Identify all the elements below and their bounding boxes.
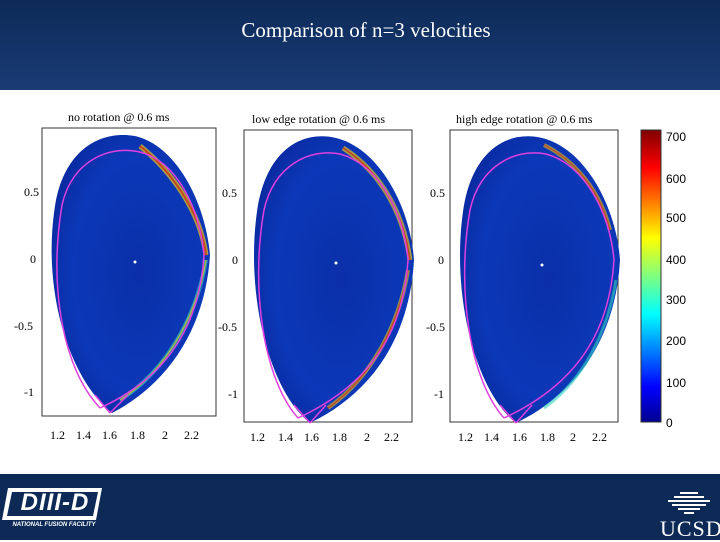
x-tick-label: 1.4 [76, 428, 91, 442]
logo-text: DIII-D [20, 489, 90, 516]
logo-text: UCSD [660, 516, 720, 541]
logo-subtext: NATIONAL FUSION FACILITY [12, 522, 96, 528]
y-tick-label: -0.5 [426, 320, 445, 334]
y-tick-label: -1 [228, 387, 238, 401]
colorbar-tick-label: 200 [666, 334, 687, 348]
x-tick-label: 2.2 [592, 430, 607, 444]
colorbar-tick-label: 500 [666, 211, 687, 225]
x-tick-label: 2.2 [184, 428, 199, 442]
slide-title: Comparison of n=3 velocities [241, 18, 491, 42]
colorbar-tick-label: 100 [666, 376, 687, 390]
y-tick-label: -1 [434, 387, 444, 401]
colorbar-tick-label: 300 [666, 293, 687, 307]
velocity-panel-low-edge-rotation: low edge rotation @ 0.6 ms 0.5 0 -0.5 -1… [218, 90, 418, 444]
y-tick-label: -1 [24, 385, 34, 399]
x-tick-label: 2.2 [384, 430, 399, 444]
x-tick-label: 1.8 [540, 430, 555, 444]
y-tick-label: 0.5 [222, 186, 237, 200]
x-tick-label: 1.2 [50, 428, 65, 442]
panel-title: low edge rotation @ 0.6 ms [252, 112, 386, 126]
x-tick-label: 2 [570, 430, 576, 444]
y-tick-label: 0 [30, 252, 36, 266]
ucsd-logo: UCSD [650, 480, 720, 541]
y-tick-label: -0.5 [14, 319, 33, 333]
colorbar-tick-label: 600 [666, 172, 687, 186]
y-tick-label: 0 [438, 253, 444, 267]
x-tick-label: 1.8 [130, 428, 145, 442]
x-tick-label: 1.2 [458, 430, 473, 444]
diii-d-logo: DIII-D NATIONAL FUSION FACILITY [2, 482, 106, 536]
plasma-cross-section [51, 134, 211, 414]
colorbar-tick-label: 400 [666, 253, 687, 267]
plot-frame [41, 127, 217, 417]
slide-header: Comparison of n=3 velocities [0, 0, 720, 90]
y-tick-label: -0.5 [218, 320, 237, 334]
panel-title: no rotation @ 0.6 ms [68, 110, 170, 124]
x-tick-label: 1.8 [332, 430, 347, 444]
slide-content: no rotation @ 0.6 ms 0.5 0 -0.5 [0, 90, 720, 474]
x-tick-label: 2 [364, 430, 370, 444]
velocity-panel-high-edge-rotation: high edge rotation @ 0.6 ms 0.5 0 -0.5 -… [424, 90, 624, 444]
x-tick-label: 1.4 [484, 430, 499, 444]
x-tick-label: 1.6 [512, 430, 527, 444]
panel-title: high edge rotation @ 0.6 ms [456, 112, 593, 126]
x-tick-label: 1.4 [278, 430, 293, 444]
velocity-panel-no-rotation: no rotation @ 0.6 ms 0.5 0 -0.5 [0, 90, 217, 442]
y-tick-label: 0.5 [430, 186, 445, 200]
plasma-cross-section [459, 136, 620, 424]
x-tick-label: 2 [162, 428, 168, 442]
x-tick-label: 1.6 [102, 428, 117, 442]
x-tick-label: 1.6 [304, 430, 319, 444]
y-tick-label: 0 [232, 253, 238, 267]
ucsd-emblem-icon [668, 492, 710, 514]
y-tick-label: 0.5 [24, 185, 39, 199]
colorbar-tick-label: 700 [666, 130, 687, 144]
slide-footer: DIII-D NATIONAL FUSION FACILITY UCSD [0, 474, 720, 541]
colorbar-tick-label: 0 [666, 416, 673, 430]
colorbar [640, 129, 662, 423]
x-tick-label: 1.2 [250, 430, 265, 444]
plasma-cross-section [253, 136, 414, 424]
